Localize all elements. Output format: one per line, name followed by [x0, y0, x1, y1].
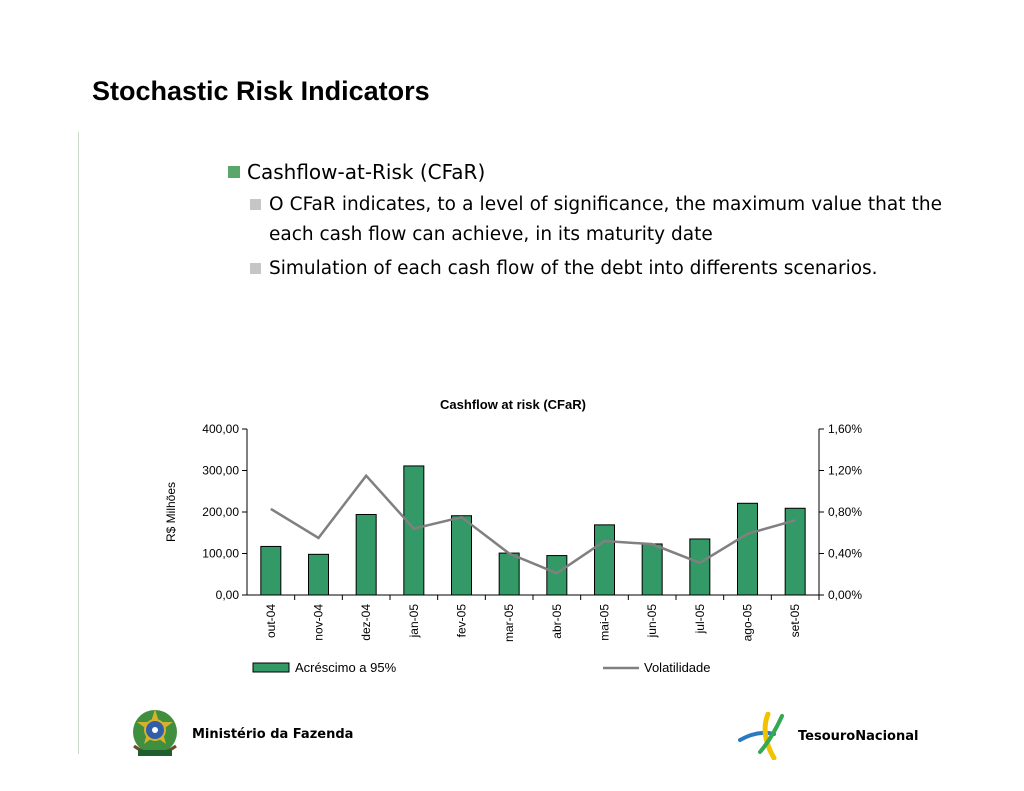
x-tick-label: jan-05: [407, 604, 421, 639]
bullet-main: Cashflow-at-Risk (CFaR): [228, 160, 942, 184]
y-right-tick-label: 0,40%: [828, 547, 862, 561]
x-tick-label: dez-04: [359, 604, 373, 641]
y-right-tick-label: 1,20%: [828, 464, 862, 478]
footer-right-label: TesouroNacional: [798, 728, 919, 744]
sub-bullet-1-text: O CFaR indicates, to a level of signific…: [269, 194, 942, 245]
x-tick-label: set-05: [788, 604, 802, 638]
y-axis-label: R$ Milhões: [164, 482, 178, 542]
gray-square-bullet-icon: [250, 263, 261, 274]
bar: [260, 545, 282, 596]
y-left-tick-label: 100,00: [202, 547, 239, 561]
sub-bullet-2: Simulation of each cash flow of the debt…: [228, 254, 942, 284]
bar: [355, 513, 377, 596]
y-left-tick-label: 400,00: [202, 422, 239, 436]
bar: [641, 543, 663, 596]
y-left-tick-label: 300,00: [202, 464, 239, 478]
x-tick-label: out-04: [264, 604, 278, 638]
page-title: Stochastic Risk Indicators: [92, 76, 430, 106]
bar: [546, 555, 568, 596]
volatility-line: [270, 473, 796, 575]
green-square-bullet-icon: [228, 166, 240, 178]
bar: [451, 515, 472, 596]
brazil-coat-of-arms-icon: [133, 709, 177, 756]
bar: [689, 538, 711, 596]
cfar-chart: Cashflow at risk (CFaR) 0,00 100,00 200,00 3…: [164, 397, 862, 675]
x-tick-label: fev-05: [455, 604, 469, 638]
y-left-tick-label: 200,00: [202, 505, 239, 519]
x-tick-label: mar-05: [502, 604, 516, 642]
bar: [498, 552, 520, 596]
legend-bar-swatch: [252, 662, 290, 673]
x-tick-label: ago-05: [741, 604, 755, 642]
x-tick-label: abr-05: [550, 604, 564, 639]
x-tick-label: mai-05: [598, 604, 612, 641]
y-left-tick-label: 0,00: [216, 588, 240, 602]
bar: [594, 524, 615, 596]
y-right-tick-label: 1,60%: [828, 422, 862, 436]
y-right-tick-label: 0,00%: [828, 588, 862, 602]
sub-bullet-2-text: Simulation of each cash flow of the debt…: [269, 258, 878, 279]
bar: [403, 465, 425, 596]
divider-line: [78, 132, 79, 754]
tesouro-nacional-logo-icon: [738, 712, 784, 760]
footer-ministerio: Ministério da Fazenda: [128, 706, 353, 762]
bar: [737, 502, 758, 596]
y-right-tick-label: 0,80%: [828, 505, 862, 519]
chart-title: Cashflow at risk (CFaR): [440, 397, 586, 412]
x-tick-label: jul-05: [693, 604, 707, 635]
bullet-main-text: Cashflow-at-Risk (CFaR): [247, 160, 486, 184]
footer-tesouro: TesouroNacional: [738, 712, 918, 760]
sub-bullet-1: O CFaR indicates, to a level of signific…: [228, 190, 942, 250]
bar: [308, 553, 329, 596]
legend-bar-label: Acréscimo a 95%: [295, 660, 397, 675]
legend-line-label: Volatilidade: [644, 660, 711, 675]
x-tick-label: jun-05: [645, 604, 659, 639]
gray-square-bullet-icon: [250, 199, 261, 210]
bullet-list: Cashflow-at-Risk (CFaR) O CFaR indicates…: [228, 160, 942, 288]
bar: [784, 507, 806, 596]
x-tick-label: nov-04: [312, 604, 326, 641]
footer-left-label: Ministério da Fazenda: [192, 726, 354, 742]
